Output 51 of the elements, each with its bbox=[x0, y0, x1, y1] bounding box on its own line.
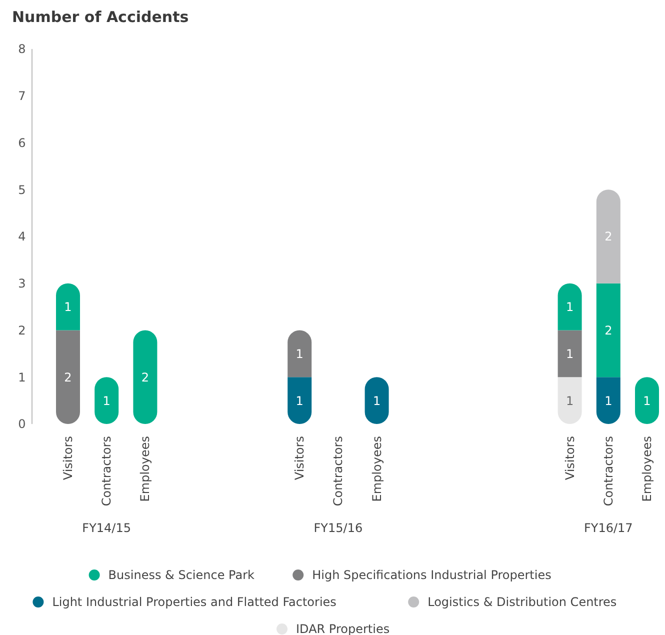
data-label: 2 bbox=[64, 370, 72, 384]
legend-label: Logistics & Distribution Centres bbox=[428, 595, 617, 610]
y-tick-label: 3 bbox=[18, 276, 26, 291]
bar bbox=[288, 377, 312, 424]
legend-label: Light Industrial Properties and Flatted Factories bbox=[52, 595, 336, 610]
x-tick-label: Contractors bbox=[100, 436, 114, 506]
bar bbox=[56, 283, 80, 330]
y-tick-label: 7 bbox=[18, 89, 26, 104]
data-label: 1 bbox=[296, 346, 304, 361]
data-label: 1 bbox=[566, 300, 574, 314]
legend-label: Business & Science Park bbox=[108, 568, 255, 582]
data-label: 1 bbox=[372, 394, 381, 408]
data-label: 2 bbox=[604, 323, 612, 338]
x-tick-label: Visitors bbox=[562, 436, 577, 480]
y-tick-label: 0 bbox=[18, 417, 26, 432]
data-label: 1 bbox=[64, 300, 72, 314]
bar bbox=[133, 330, 158, 424]
bar bbox=[596, 190, 620, 284]
text: FY14/15 bbox=[82, 521, 132, 535]
x-tick-label: Contractors bbox=[331, 436, 346, 506]
y-tick-label: 6 bbox=[18, 136, 26, 150]
bar bbox=[56, 330, 80, 424]
bar bbox=[558, 283, 582, 330]
legend-label: High Specifications Industrial Properties bbox=[312, 568, 552, 582]
x-tick-label: Contractors bbox=[601, 436, 616, 506]
x-tick-label: Visitors bbox=[61, 436, 75, 480]
bar bbox=[596, 377, 620, 424]
bar bbox=[558, 377, 582, 424]
data-label: 1 bbox=[566, 394, 574, 408]
text: FY16/17 bbox=[584, 521, 633, 535]
x-tick-label: Employees bbox=[640, 436, 654, 502]
data-label: 1 bbox=[102, 394, 110, 408]
y-tick-label: 5 bbox=[18, 182, 26, 197]
y-tick-label: 2 bbox=[18, 323, 26, 338]
bar bbox=[288, 330, 312, 378]
x-tick-label: Employees bbox=[138, 436, 152, 502]
data-label: 1 bbox=[566, 346, 574, 361]
data-label: 1 bbox=[604, 394, 612, 408]
y-tick-label: 4 bbox=[18, 230, 26, 244]
y-tick-label: 1 bbox=[18, 370, 26, 384]
data-label: 2 bbox=[604, 230, 612, 244]
data-label: 1 bbox=[643, 394, 651, 408]
x-tick-label: Visitors bbox=[292, 436, 307, 480]
x-tick-label: Employees bbox=[370, 436, 384, 502]
data-label: 2 bbox=[141, 370, 150, 384]
bar bbox=[558, 330, 582, 378]
bar bbox=[596, 283, 620, 378]
data-label: 1 bbox=[296, 394, 304, 408]
y-tick-label: 8 bbox=[18, 42, 26, 56]
text: FY15/16 bbox=[314, 521, 363, 535]
chart-title: Number of Accidents bbox=[12, 8, 189, 26]
